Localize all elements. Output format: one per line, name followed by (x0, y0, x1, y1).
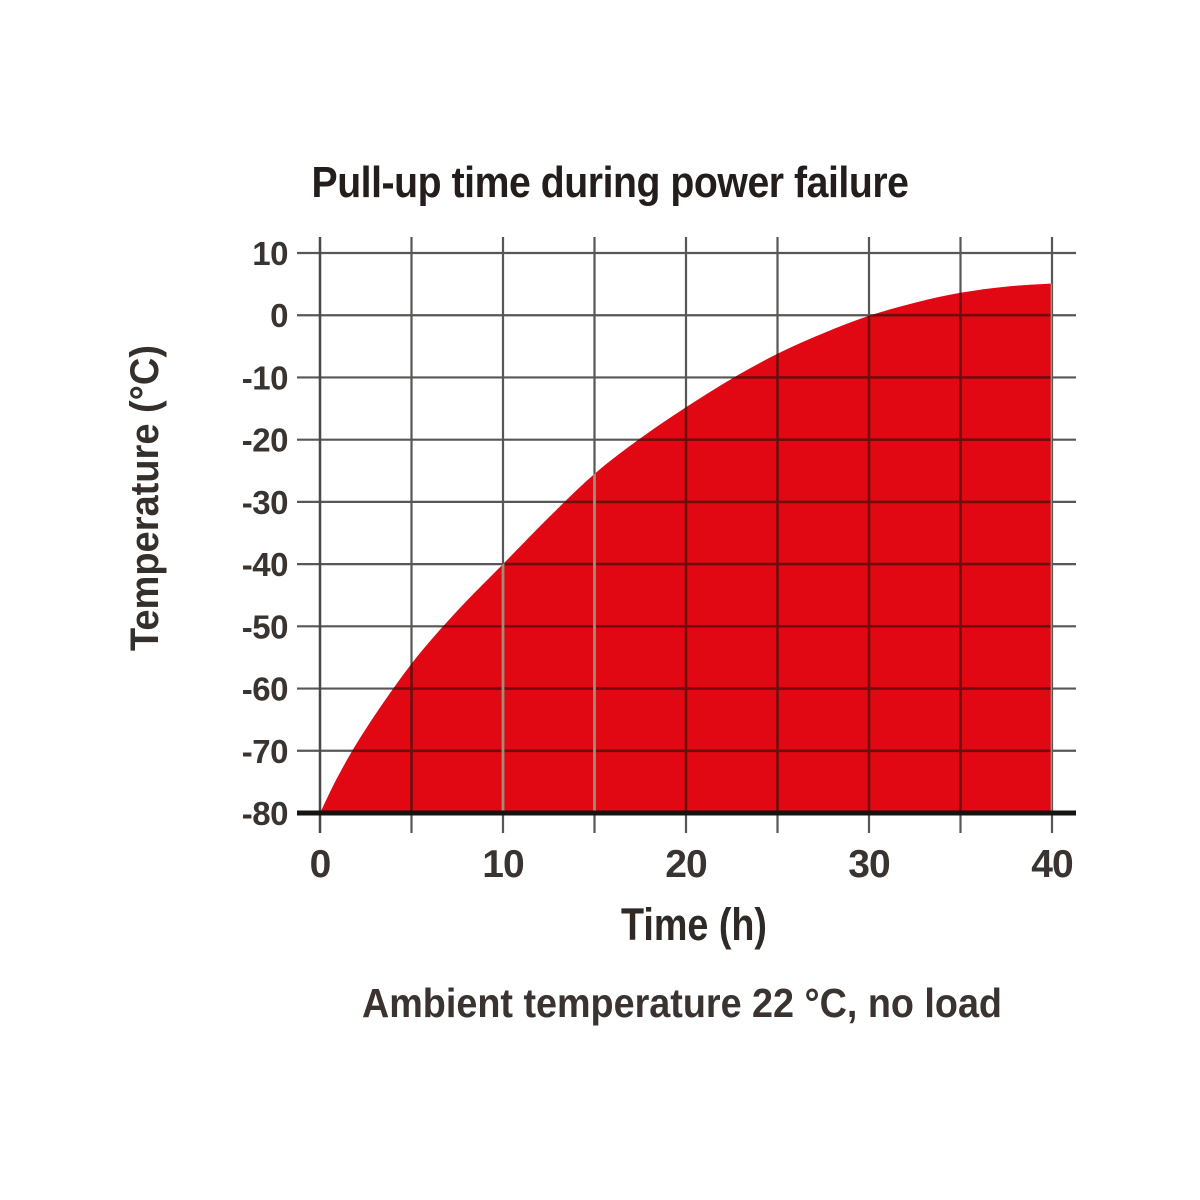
y-tick-label: -60 (242, 671, 288, 708)
x-tick-label: 20 (665, 843, 707, 886)
y-tick-label: 0 (270, 297, 288, 334)
y-tick-label: 10 (252, 235, 288, 272)
y-tick-label: -70 (242, 733, 288, 770)
y-tick-label: -50 (242, 608, 288, 645)
y-axis-title: Temperature (°C) (123, 345, 167, 651)
y-tick-label: -20 (242, 422, 288, 459)
y-tick-label: -10 (242, 359, 288, 396)
x-tick-label: 40 (1031, 843, 1073, 886)
y-tick-labels: 10 0 -10 -20 -30 -40 -50 -60 -70 -80 (242, 235, 289, 832)
x-tick-label: 10 (482, 843, 524, 886)
chart-caption: Ambient temperature 22 °C, no load (362, 980, 1002, 1026)
x-tick-label: 30 (848, 843, 890, 886)
chart-title: Pull-up time during power failure (312, 158, 909, 207)
x-tick-label: 0 (310, 843, 331, 886)
x-axis-title: Time (h) (621, 899, 767, 950)
y-tick-label: -30 (242, 484, 288, 521)
y-tick-label: -80 (242, 795, 288, 832)
x-tick-labels: 0 10 20 30 40 (310, 843, 1074, 886)
y-tick-label: -40 (242, 546, 288, 583)
